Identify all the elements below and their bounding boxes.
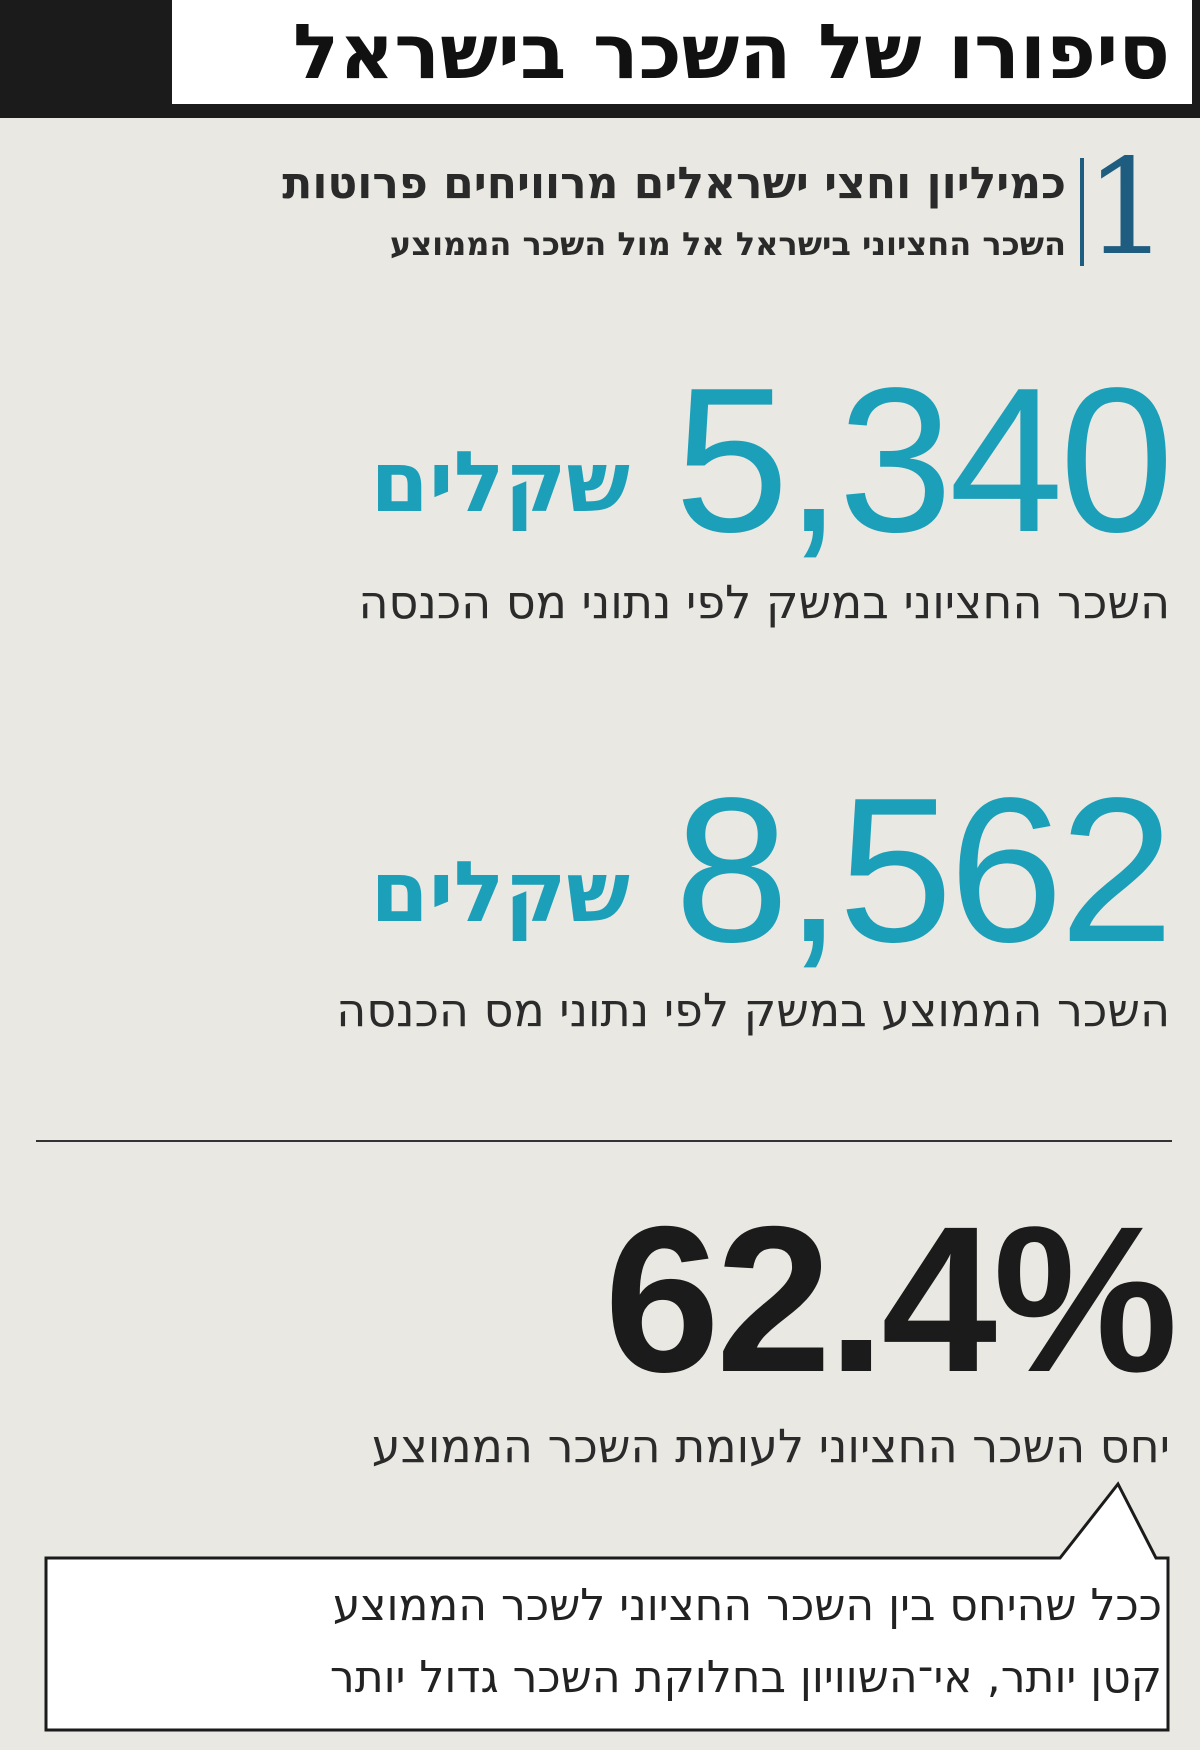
median-stat: 5,340 שקלים bbox=[50, 345, 1174, 575]
section-subheading: השכר החציוני בישראל אל מול השכר הממוצע bbox=[389, 225, 1066, 263]
median-unit: שקלים bbox=[370, 433, 630, 531]
callout-line-2: קטן יותר, אי־השוויון בחלוקת השכר גדול יו… bbox=[329, 1652, 1162, 1703]
average-value: 8,562 bbox=[674, 755, 1174, 985]
section-number: 1 bbox=[1085, 131, 1169, 285]
page-title: סיפורו של השכר בישראל bbox=[292, 7, 1170, 96]
callout-line-1: ככל שהיחס בין השכר החציוני לשכר הממוצע bbox=[332, 1580, 1162, 1631]
divider bbox=[36, 1140, 1172, 1142]
ratio-value: 62.4% bbox=[604, 1184, 1178, 1416]
header-bar: סיפורו של השכר בישראל bbox=[0, 0, 1200, 118]
title-box: סיפורו של השכר בישראל bbox=[172, 0, 1192, 104]
ratio-caption: יחס השכר החציוני לעומת השכר הממוצע bbox=[371, 1419, 1170, 1473]
section-divider bbox=[1080, 158, 1084, 266]
median-caption: השכר החציוני במשק לפי נתוני מס הכנסה bbox=[358, 575, 1171, 629]
section-heading: כמיליון וחצי ישראלים מרוויחים פרוטות bbox=[282, 158, 1066, 209]
median-value: 5,340 bbox=[674, 345, 1174, 575]
average-stat: 8,562 שקלים bbox=[50, 755, 1174, 985]
average-unit: שקלים bbox=[370, 843, 630, 941]
average-caption: השכר הממוצע במשק לפי נתוני מס הכנסה bbox=[336, 983, 1170, 1037]
